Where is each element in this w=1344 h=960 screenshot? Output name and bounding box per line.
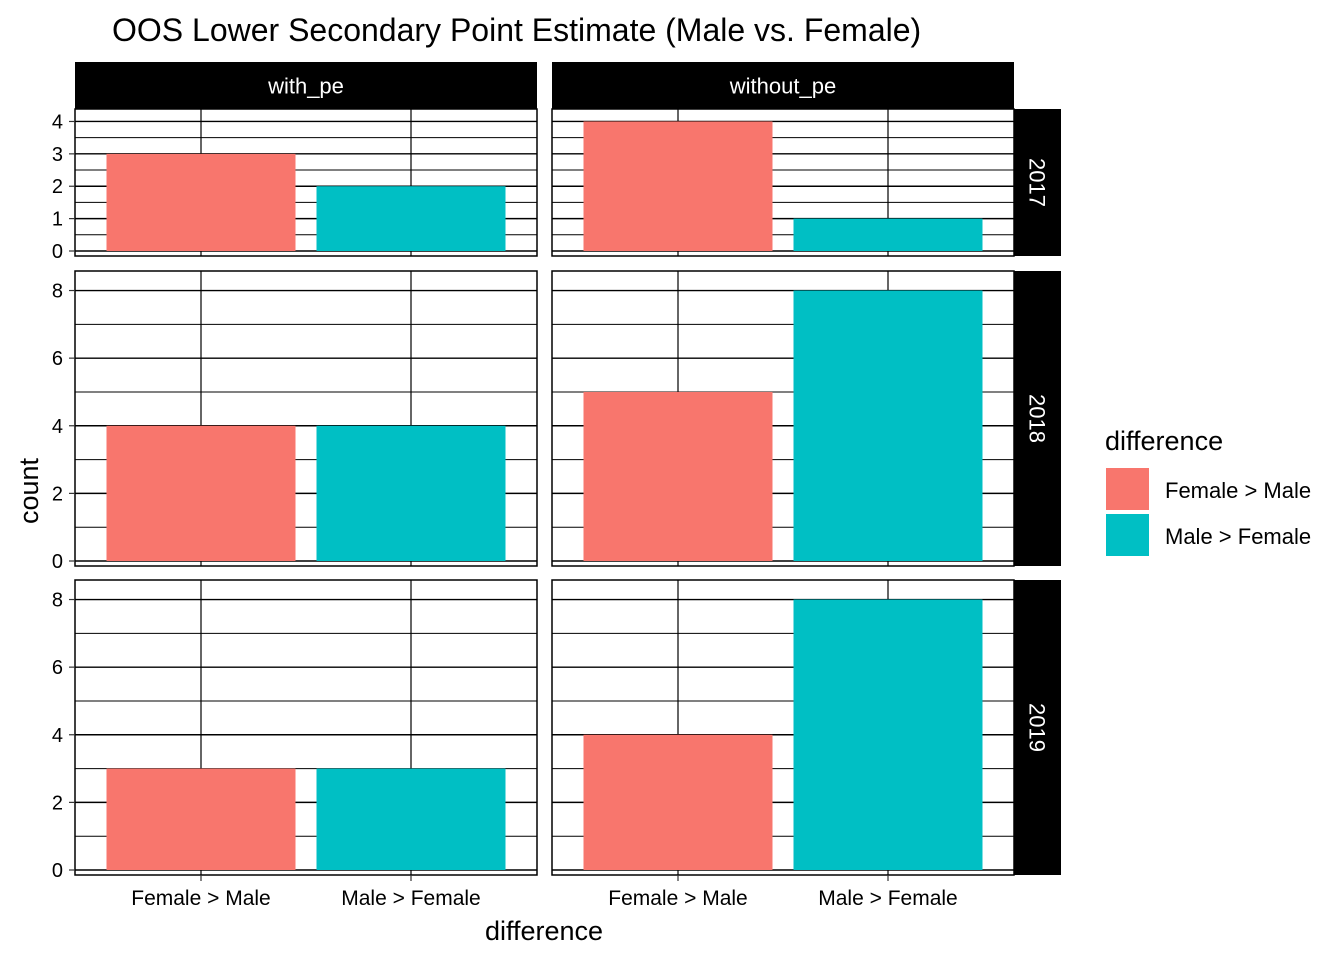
- y-axis-title: count: [14, 457, 44, 524]
- bar-2017-with_pe-female-gt-male: [106, 153, 296, 251]
- x-axis-title: difference: [485, 916, 603, 946]
- bar-2018-without_pe-male-gt-female: [793, 290, 983, 561]
- legend-title: difference: [1105, 426, 1223, 456]
- y-tick-label: 6: [52, 657, 63, 679]
- panel-border: [551, 270, 1015, 567]
- panel-border: [74, 579, 538, 876]
- y-tick-label: 2: [52, 176, 63, 198]
- legend-key-swatch: [1106, 468, 1149, 510]
- y-tick-label: 0: [52, 551, 63, 573]
- bar-2019-without_pe-male-gt-female: [793, 599, 983, 870]
- panel-border: [551, 579, 1015, 876]
- facet-strip-without_pe: [552, 62, 1014, 109]
- y-tick-label: 6: [52, 348, 63, 370]
- y-tick-label: 3: [52, 144, 63, 166]
- y-tick-label: 8: [52, 590, 63, 612]
- y-tick-label: 1: [52, 209, 63, 231]
- y-tick-label: 4: [52, 725, 63, 747]
- legend: Female > Male Male > Female: [1106, 468, 1311, 556]
- y-tick-label: 0: [52, 860, 63, 882]
- y-tick-label: 2: [52, 792, 63, 814]
- bar-2017-with_pe-male-gt-female: [316, 186, 506, 251]
- y-tick-label: 2: [52, 483, 63, 505]
- facet-strip-label: 2017: [1025, 158, 1050, 207]
- x-tick-label: Male > Female: [341, 887, 480, 910]
- bar-2019-with_pe-male-gt-female: [316, 768, 506, 870]
- facet-strip-2017: [1014, 109, 1061, 256]
- chart-title: OOS Lower Secondary Point Estimate (Male…: [112, 12, 921, 48]
- panel-border: [74, 270, 538, 567]
- facet-strip-with_pe: [75, 62, 537, 109]
- legend-key-label: Female > Male: [1165, 478, 1311, 503]
- legend-key-label: Male > Female: [1165, 524, 1311, 549]
- facet-strip-label: 2018: [1025, 394, 1050, 443]
- facet-strip-2019: [1014, 580, 1061, 875]
- bar-2019-with_pe-female-gt-male: [106, 768, 296, 870]
- legend-key-swatch: [1106, 514, 1149, 556]
- x-tick-label: Female > Male: [608, 887, 747, 910]
- x-tick-label: Female > Male: [131, 887, 270, 910]
- facet-strip-label: 2019: [1025, 703, 1050, 752]
- y-tick-label: 4: [52, 416, 63, 438]
- bar-2017-without_pe-male-gt-female: [793, 218, 983, 251]
- bar-2019-without_pe-female-gt-male: [583, 734, 773, 870]
- y-tick-label: 0: [52, 241, 63, 263]
- facet-panels: with_pe without_pe 2017 2018 2019 0 1 2 3 4 0 2 4 6 8 0…: [52, 62, 1061, 910]
- panel-border: [551, 108, 1015, 257]
- panel-border: [74, 108, 538, 257]
- facet-strip-label: without_pe: [729, 74, 836, 99]
- bar-2017-without_pe-female-gt-male: [583, 121, 773, 251]
- y-tick-label: 8: [52, 281, 63, 303]
- bar-2018-with_pe-male-gt-female: [316, 425, 506, 561]
- facet-strip-label: with_pe: [267, 74, 344, 99]
- bar-2018-without_pe-female-gt-male: [583, 391, 773, 561]
- bar-2018-with_pe-female-gt-male: [106, 425, 296, 561]
- x-tick-label: Male > Female: [818, 887, 957, 910]
- facet-strip-2018: [1014, 271, 1061, 566]
- y-tick-label: 4: [52, 111, 63, 133]
